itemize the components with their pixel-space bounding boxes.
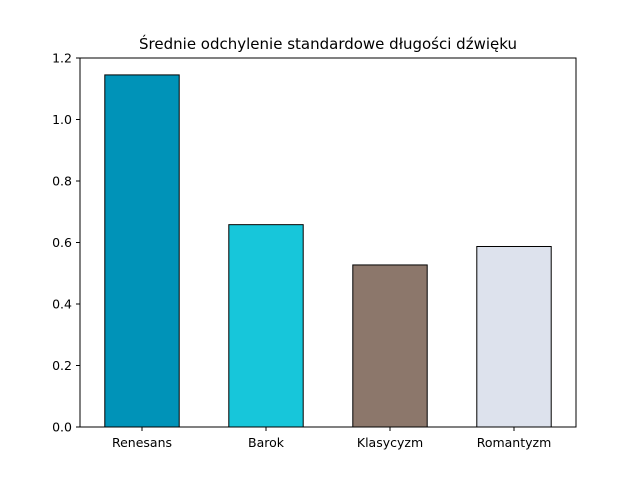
bar-renesans [104,74,180,428]
bar-barok [228,224,304,428]
y-tick-label: 0.8 [52,174,72,189]
y-tick-label: 0.4 [52,297,72,312]
y-tick-label: 1.2 [52,51,72,66]
x-tick-label: Renesans [112,435,172,450]
x-axis-ticks: Renesans Barok Klasycyzm Romantyzm [112,427,551,450]
y-tick-label: 0.6 [52,235,72,250]
bar-klasycyzm [352,264,428,428]
y-tick-label: 0.2 [52,358,72,373]
y-axis-ticks: 0.0 0.2 0.4 0.6 0.8 1.0 1.2 [52,51,80,435]
y-tick-label: 1.0 [52,112,72,127]
bar-romantyzm [476,245,552,428]
chart-title: Średnie odchylenie standardowe długości … [139,34,517,53]
bars-layer [104,74,552,428]
x-tick-label: Klasycyzm [357,435,423,450]
x-tick-label: Romantyzm [477,435,552,450]
x-tick-label: Barok [248,435,285,450]
y-tick-label: 0.0 [52,420,72,435]
